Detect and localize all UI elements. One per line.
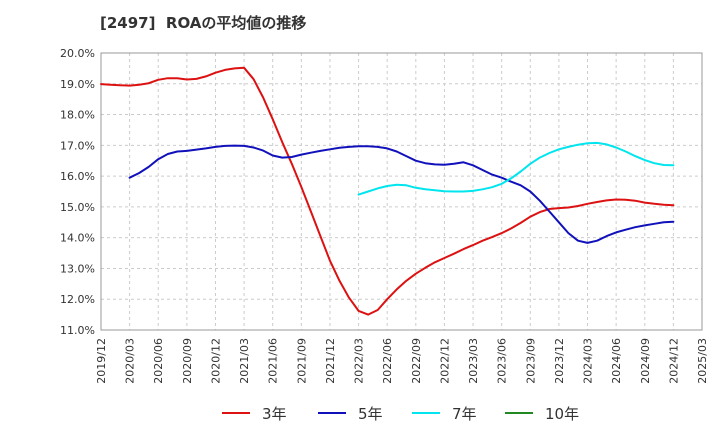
x-tick-label: 2024/06 bbox=[610, 338, 623, 384]
x-tick-label: 2021/06 bbox=[267, 338, 280, 384]
legend-label-3y: 3年 bbox=[262, 404, 287, 423]
y-tick-label: 16.0% bbox=[60, 170, 95, 183]
x-tick-label: 2021/09 bbox=[295, 338, 308, 384]
x-tick-label: 2022/06 bbox=[381, 338, 394, 384]
x-tick-label: 2024/12 bbox=[667, 338, 680, 384]
y-tick-label: 12.0% bbox=[60, 293, 95, 306]
x-tick-label: 2023/09 bbox=[524, 338, 537, 384]
series-line-3 bbox=[357, 141, 675, 196]
legend-swatch-5y bbox=[318, 412, 346, 414]
chart-legend: 3年 5年 7年 10年 bbox=[0, 398, 720, 428]
x-tick-label: 2020/09 bbox=[181, 338, 194, 384]
x-tick-label: 2022/03 bbox=[353, 338, 366, 384]
plot-frame bbox=[100, 52, 703, 331]
legend-item-5y: 5年 bbox=[318, 398, 383, 428]
x-tick-label: 2023/03 bbox=[467, 338, 480, 384]
legend-swatch-3y bbox=[222, 412, 250, 414]
x-tick-label: 2021/03 bbox=[238, 338, 251, 384]
chart-title: [2497] ROAの平均値の推移 bbox=[100, 14, 307, 32]
x-tick-label: 2022/12 bbox=[438, 338, 451, 384]
x-tick-label: 2020/06 bbox=[152, 338, 165, 384]
x-tick-label: 2024/09 bbox=[639, 338, 652, 384]
legend-swatch-10y bbox=[505, 412, 533, 414]
x-tick-label: 2023/12 bbox=[553, 338, 566, 384]
y-tick-label: 17.0% bbox=[60, 139, 95, 152]
y-tick-label: 18.0% bbox=[60, 109, 95, 122]
y-tick-label: 13.0% bbox=[60, 262, 95, 275]
legend-item-10y: 10年 bbox=[505, 398, 579, 428]
x-tick-label: 2023/06 bbox=[496, 338, 509, 384]
y-tick-label: 14.0% bbox=[60, 232, 95, 245]
legend-item-7y: 7年 bbox=[412, 398, 477, 428]
x-tick-label: 2024/03 bbox=[582, 338, 595, 384]
y-tick-label: 20.0% bbox=[60, 47, 95, 60]
series-line-2 bbox=[128, 144, 675, 244]
x-tick-label: 2025/03 bbox=[696, 338, 709, 384]
y-tick-label: 11.0% bbox=[60, 324, 95, 337]
x-tick-label: 2019/12 bbox=[95, 338, 108, 384]
x-tick-label: 2020/03 bbox=[124, 338, 137, 384]
x-tick-label: 2020/12 bbox=[209, 338, 222, 384]
x-tick-label: 2022/09 bbox=[410, 338, 423, 384]
y-tick-label: 19.0% bbox=[60, 78, 95, 91]
legend-swatch-7y bbox=[412, 412, 440, 414]
series-line-1 bbox=[100, 66, 675, 316]
legend-label-7y: 7年 bbox=[452, 404, 477, 423]
y-tick-label: 15.0% bbox=[60, 201, 95, 214]
legend-label-10y: 10年 bbox=[545, 404, 580, 423]
legend-label-5y: 5年 bbox=[358, 404, 383, 423]
x-tick-label: 2021/12 bbox=[324, 338, 337, 384]
legend-item-3y: 3年 bbox=[222, 398, 287, 428]
